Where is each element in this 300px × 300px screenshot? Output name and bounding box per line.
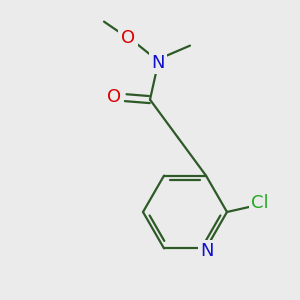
Text: O: O (121, 28, 135, 46)
Text: Cl: Cl (251, 194, 269, 212)
Text: N: N (200, 242, 214, 260)
Text: O: O (107, 88, 121, 106)
Text: N: N (151, 54, 165, 72)
